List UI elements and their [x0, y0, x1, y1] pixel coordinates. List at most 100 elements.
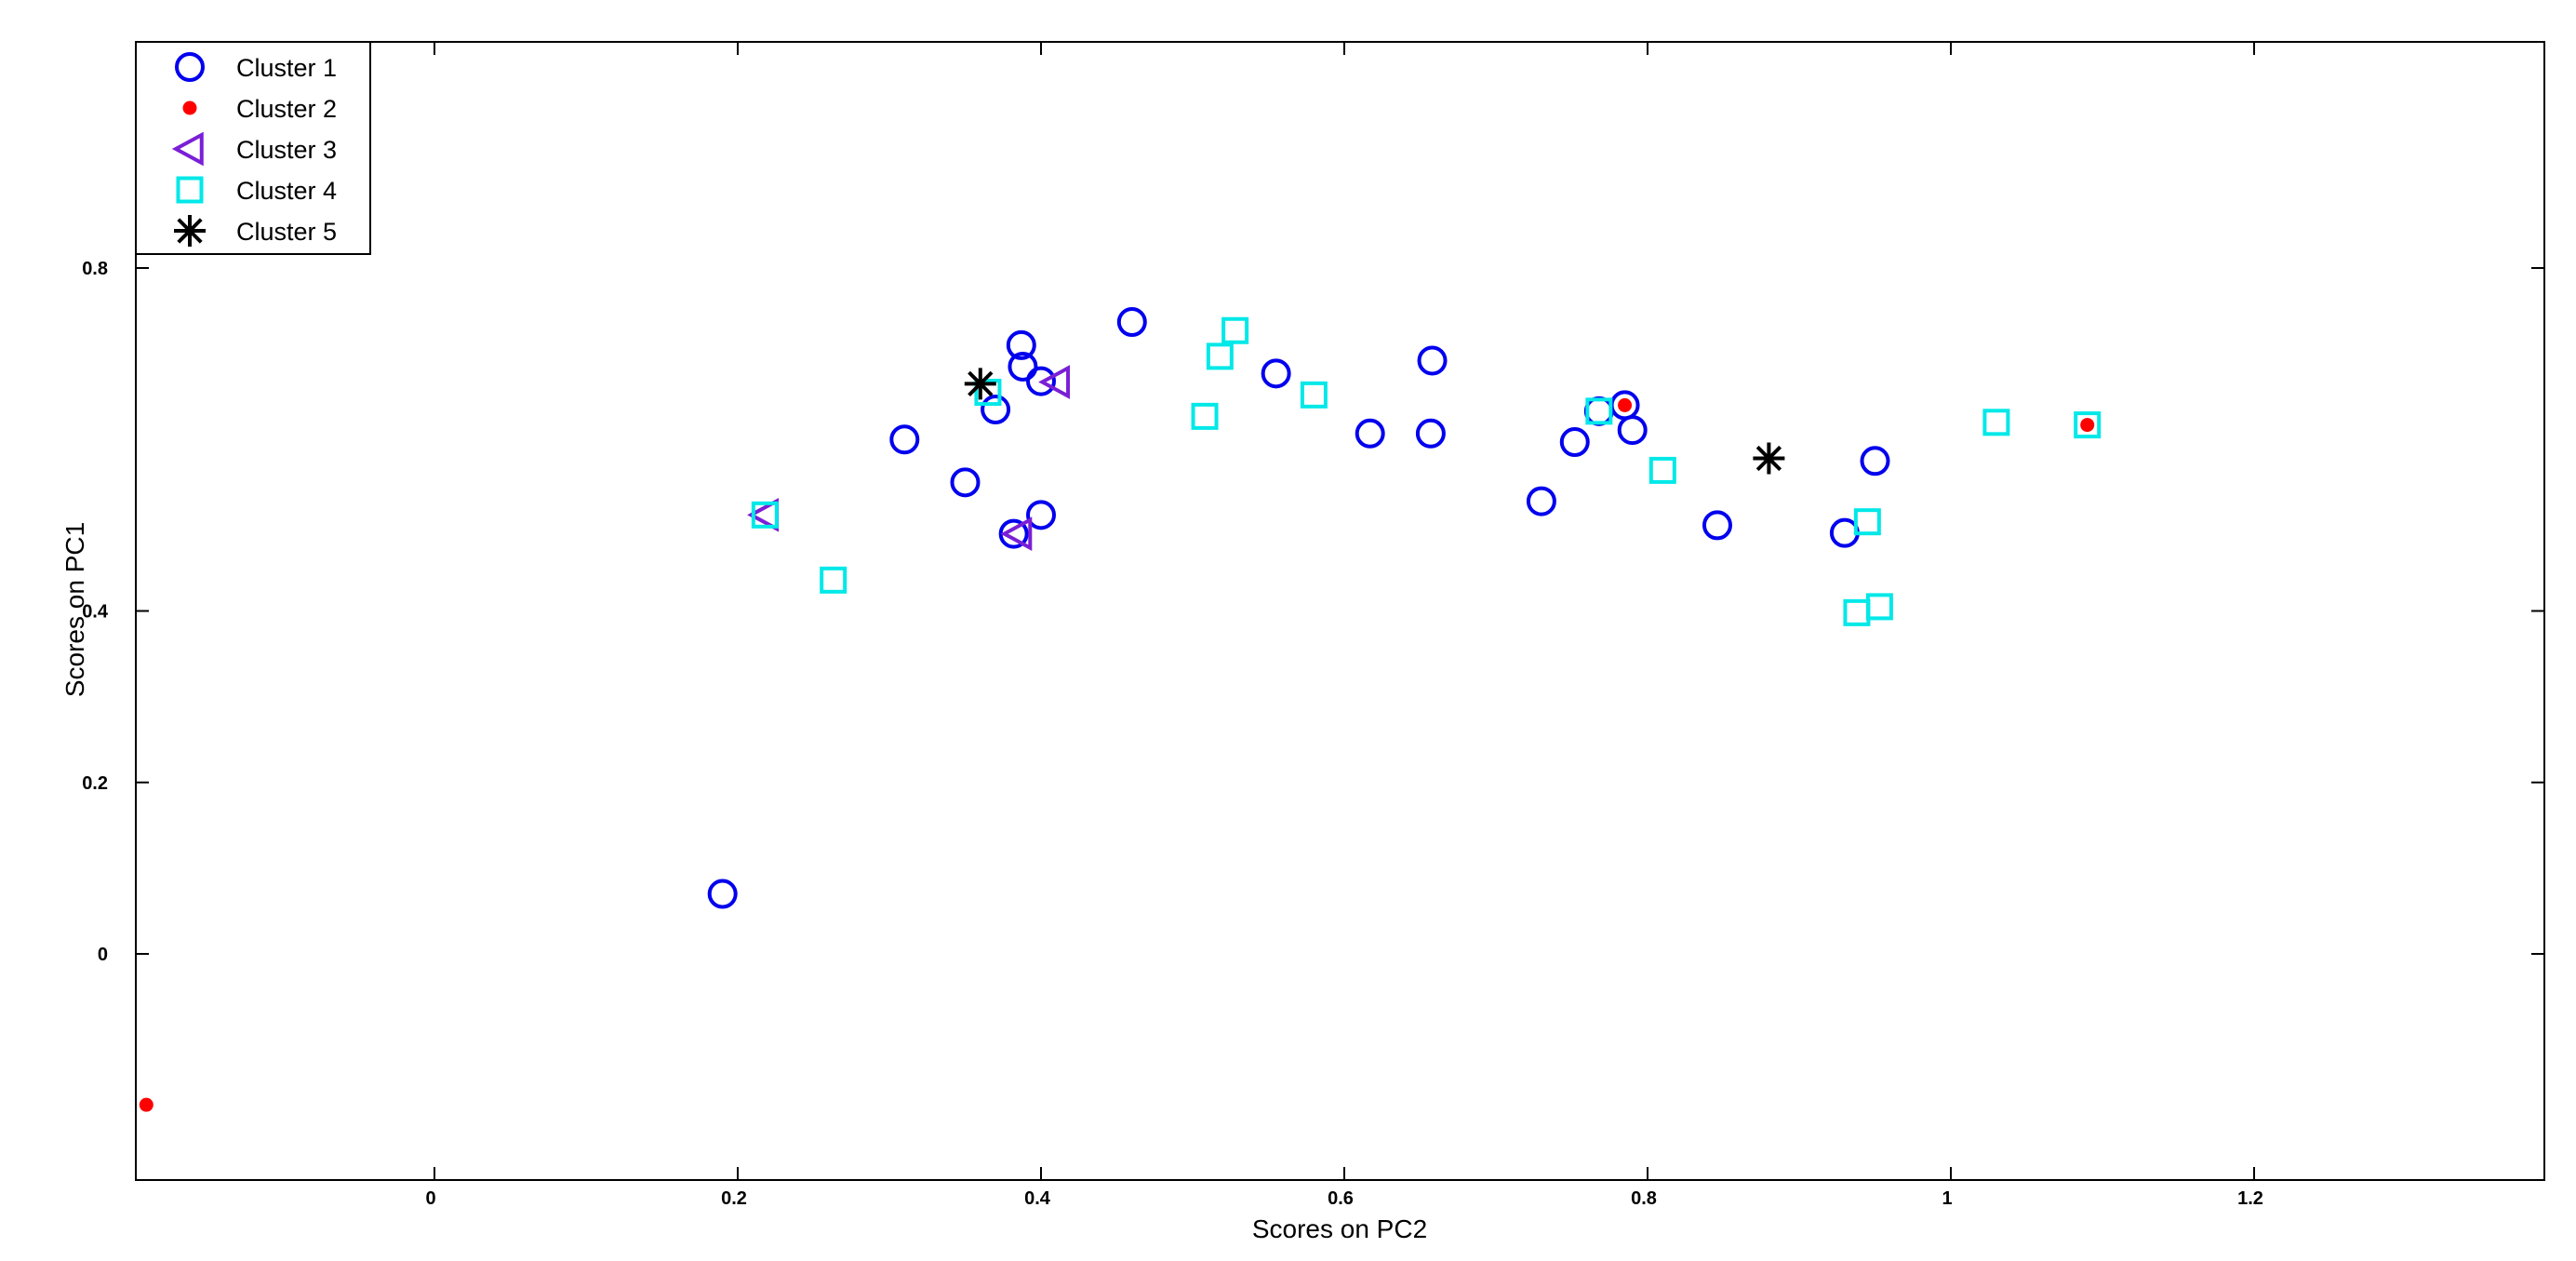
- data-point: [1355, 418, 1385, 449]
- legend-item: Cluster 3: [171, 131, 337, 167]
- circle-marker: [981, 395, 1011, 425]
- square-marker: [751, 501, 779, 529]
- legend-label: Cluster 4: [236, 177, 337, 205]
- square-marker: [1191, 402, 1219, 430]
- triangle-marker: [1038, 365, 1071, 399]
- dot-marker: [1618, 397, 1633, 412]
- triangle-marker: [171, 131, 204, 167]
- data-point: [981, 395, 1011, 425]
- legend-item: Cluster 1: [175, 52, 337, 82]
- data-point: [964, 368, 996, 400]
- square-marker: [2074, 411, 2102, 439]
- data-point: [1026, 366, 1056, 396]
- data-point: [1006, 329, 1036, 360]
- circle-marker: [1026, 366, 1056, 396]
- data-point: [1753, 442, 1785, 475]
- x-tick-label: 0.4: [1024, 1188, 1051, 1209]
- square-marker: [1300, 381, 1328, 409]
- data-point: [1702, 510, 1732, 541]
- circle-marker: [707, 879, 738, 909]
- circle-marker: [1559, 427, 1590, 458]
- data-point: [1559, 427, 1590, 458]
- dot-marker: [182, 101, 197, 115]
- x-tick-label: 0.6: [1328, 1188, 1354, 1209]
- data-point: [707, 879, 738, 909]
- circle-marker: [175, 52, 205, 82]
- x-tick-label: 1: [1942, 1188, 1952, 1209]
- data-point: [1865, 593, 1893, 621]
- y-axis-label: Scores on PC1: [60, 522, 89, 697]
- square-marker: [974, 379, 1002, 407]
- circle-marker: [1702, 510, 1732, 541]
- circle-marker: [1116, 307, 1147, 338]
- circle-marker: [1008, 351, 1038, 382]
- plot-frame: [135, 41, 2545, 1181]
- legend-item: Cluster 5: [174, 215, 337, 247]
- square-marker: [820, 566, 848, 594]
- axis-ticks: [136, 42, 2544, 1180]
- circle-marker: [1417, 345, 1448, 376]
- data-point: [1116, 307, 1147, 338]
- circle-marker: [1355, 418, 1385, 449]
- data-point: [1417, 345, 1448, 376]
- legend: Cluster 1 Cluster 2 Cluster 3 Cluster 4 Clus…: [135, 41, 371, 255]
- x-axis-label: Scores on PC2: [1252, 1214, 1427, 1243]
- data-point: [1221, 316, 1249, 344]
- square-marker: [176, 176, 204, 204]
- legend-label: Cluster 2: [236, 95, 337, 123]
- square-marker: [1853, 508, 1881, 536]
- data-point: [1206, 342, 1234, 370]
- circle-marker: [1526, 486, 1556, 516]
- circle-marker: [1415, 418, 1446, 449]
- circle-marker: [1006, 329, 1036, 360]
- data-point: [1860, 446, 1890, 476]
- dot-marker: [139, 1097, 153, 1112]
- asterisk-stroke: [968, 370, 994, 397]
- series-cluster-5: [964, 368, 1785, 475]
- data-point: [1415, 418, 1446, 449]
- asterisk-stroke: [1755, 445, 1782, 472]
- dot-marker: [2080, 418, 2095, 433]
- circle-marker: [889, 424, 920, 455]
- data-point: [1191, 402, 1219, 430]
- legend-label: Cluster 1: [236, 54, 337, 82]
- asterisk-stroke: [177, 218, 203, 244]
- y-tick-label: 0.8: [82, 259, 108, 279]
- legend-label: Cluster 3: [236, 136, 337, 164]
- data-point: [820, 566, 848, 594]
- x-tick-label: 0.8: [1631, 1188, 1657, 1209]
- data-point: [139, 1097, 153, 1112]
- circle-marker: [1617, 415, 1648, 446]
- data-points: [139, 307, 2102, 1112]
- legend-label: Cluster 5: [236, 218, 337, 246]
- circle-marker: [1860, 446, 1890, 476]
- square-marker: [1221, 316, 1249, 344]
- series-cluster-4: [751, 316, 2102, 626]
- data-point: [1648, 456, 1676, 484]
- square-marker: [1206, 342, 1234, 370]
- x-tick-label: 0.2: [721, 1188, 747, 1209]
- data-point: [1008, 351, 1038, 382]
- legend-item: Cluster 2: [182, 95, 337, 123]
- data-point: [974, 379, 1002, 407]
- data-point: [1026, 500, 1056, 530]
- data-point: [2080, 418, 2095, 433]
- data-point: [1038, 365, 1071, 399]
- x-tick-label: 0: [425, 1188, 435, 1209]
- data-point: [889, 424, 920, 455]
- data-point: [1261, 358, 1291, 389]
- circle-marker: [1026, 500, 1056, 530]
- triangle-marker: [1000, 516, 1033, 551]
- x-tick-label: 1.2: [2237, 1188, 2263, 1209]
- data-point: [2074, 411, 2102, 439]
- square-marker: [1982, 409, 2010, 436]
- data-point: [751, 501, 779, 529]
- data-point: [1000, 516, 1033, 551]
- series-cluster-2: [139, 397, 2095, 1112]
- data-point: [1526, 486, 1556, 516]
- y-tick-label: 0.4: [82, 602, 109, 623]
- circle-marker: [1261, 358, 1291, 389]
- square-marker: [1585, 397, 1613, 425]
